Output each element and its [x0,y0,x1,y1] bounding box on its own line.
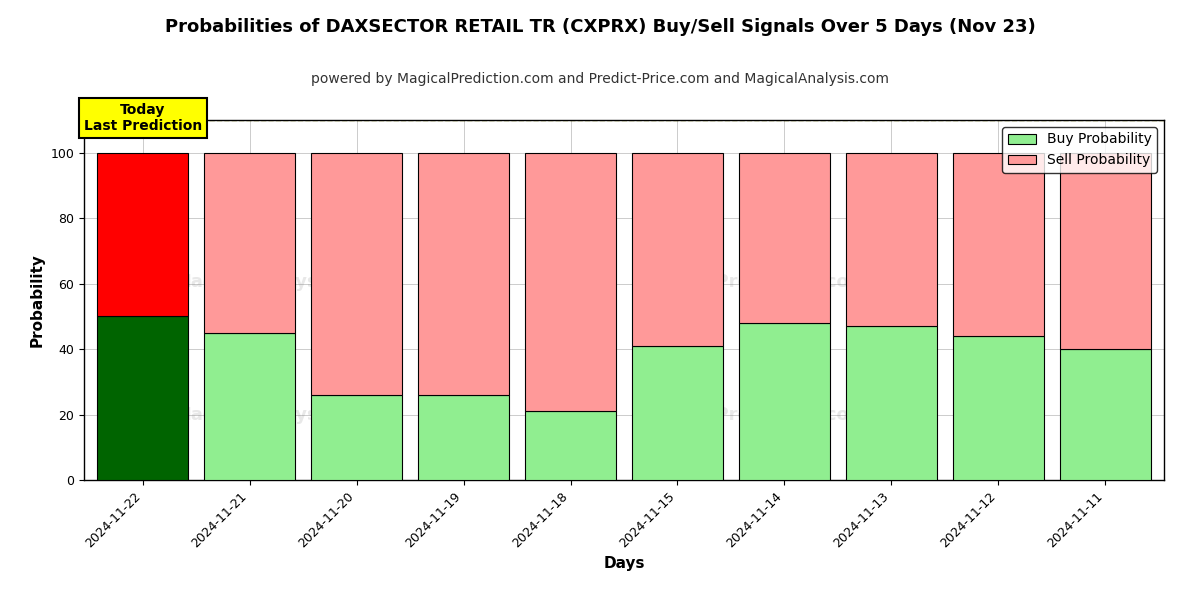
Text: Today
Last Prediction: Today Last Prediction [84,103,202,133]
Bar [526,411,616,480]
Bar [953,153,1044,336]
Bar [311,395,402,480]
Bar [311,153,402,395]
Bar [526,153,616,411]
Y-axis label: Probability: Probability [30,253,44,347]
Bar [632,346,722,480]
Bar [846,326,937,480]
Bar [1060,349,1151,480]
Bar [632,153,722,346]
Bar [418,153,509,395]
Bar [418,395,509,480]
Bar [739,153,830,323]
Legend: Buy Probability, Sell Probability: Buy Probability, Sell Probability [1002,127,1157,173]
Text: powered by MagicalPrediction.com and Predict-Price.com and MagicalAnalysis.com: powered by MagicalPrediction.com and Pre… [311,72,889,86]
Bar [97,153,188,316]
Bar [97,316,188,480]
Text: MagicalAnalysis.com: MagicalAnalysis.com [174,273,383,291]
Text: Probabilities of DAXSECTOR RETAIL TR (CXPRX) Buy/Sell Signals Over 5 Days (Nov 2: Probabilities of DAXSECTOR RETAIL TR (CX… [164,18,1036,36]
Bar [739,323,830,480]
Bar [1060,153,1151,349]
Bar [204,333,295,480]
Text: MagicalAnalysis.com: MagicalAnalysis.com [174,406,383,424]
Bar [204,153,295,333]
Text: MagicalPrediction.com: MagicalPrediction.com [638,273,869,291]
Bar [953,336,1044,480]
Bar [846,153,937,326]
X-axis label: Days: Days [604,556,644,571]
Text: MagicalPrediction.com: MagicalPrediction.com [638,406,869,424]
